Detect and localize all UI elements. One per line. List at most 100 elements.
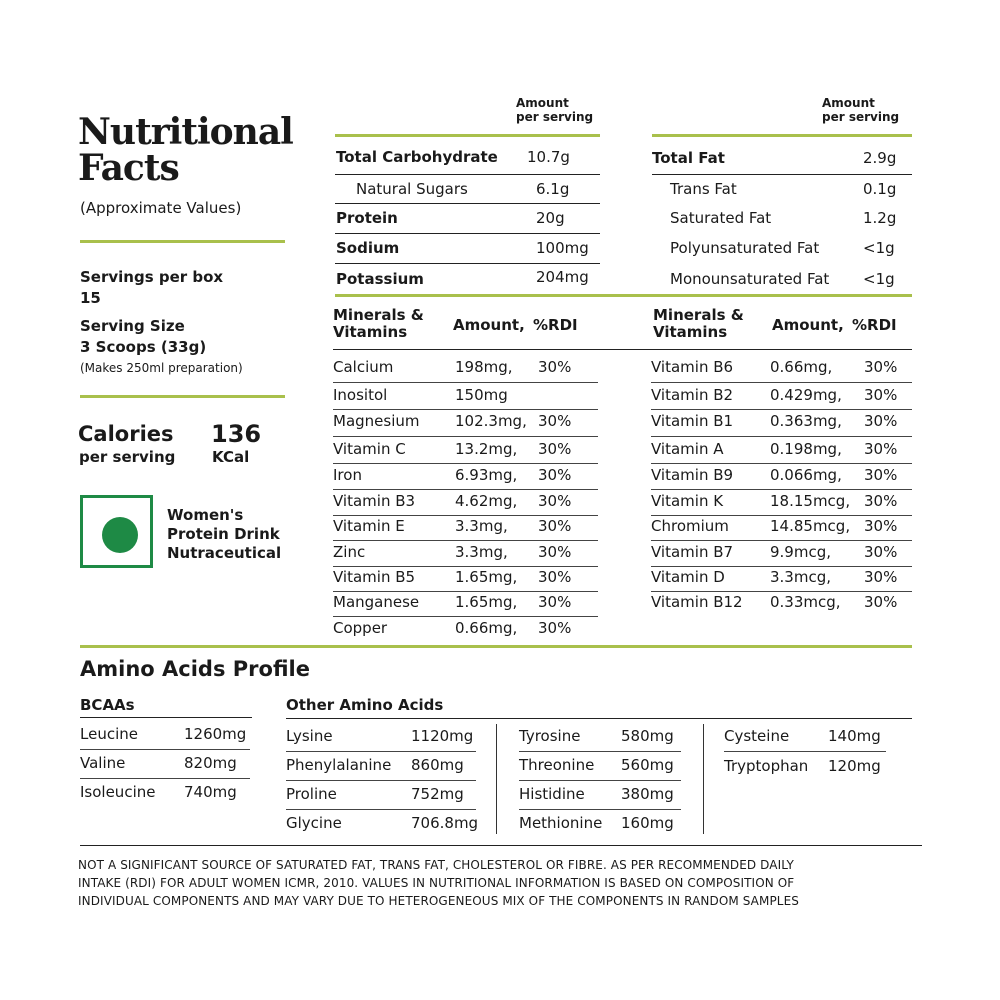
row-divider <box>333 616 598 617</box>
amount-header: Amount, <box>772 316 844 334</box>
mineral-name: Vitamin D <box>651 568 725 586</box>
mineral-amount: 0.198mg, <box>770 440 842 458</box>
divider <box>335 134 600 137</box>
disclaimer-line: NOT A SIGNIFICANT SOURCE OF SATURATED FA… <box>78 858 794 872</box>
mineral-name: Vitamin E <box>333 517 405 535</box>
calories-label: Calories <box>78 422 174 446</box>
rdi-header: %RDI <box>852 316 897 334</box>
mineral-name: Inositol <box>333 386 388 404</box>
nutrient-name: Trans Fat <box>670 180 737 198</box>
amino-name: Cysteine <box>724 727 790 745</box>
row-divider <box>333 591 598 592</box>
mineral-name: Calcium <box>333 358 394 376</box>
row-divider <box>651 515 912 516</box>
amino-name: Tryptophan <box>724 757 809 775</box>
mineral-name: Vitamin C <box>333 440 406 458</box>
row-divider <box>80 778 250 779</box>
mineral-amount: 6.93mg, <box>455 466 518 484</box>
header-line: Vitamins <box>333 323 408 341</box>
amino-value: 560mg <box>621 756 674 774</box>
mineral-amount: 3.3mcg, <box>770 568 832 586</box>
nutrient-value: 0.1g <box>863 180 897 198</box>
mineral-rdi: 30% <box>538 440 572 458</box>
amino-value: 580mg <box>621 727 674 745</box>
row-divider <box>652 174 912 175</box>
mineral-rdi: 30% <box>538 466 572 484</box>
mineral-amount: 1.65mg, <box>455 568 518 586</box>
minerals-header-left: Minerals & Vitamins <box>333 307 424 341</box>
mineral-rdi: 30% <box>538 543 572 561</box>
mineral-rdi: 30% <box>864 568 898 586</box>
mineral-rdi: 30% <box>538 492 572 510</box>
nutrient-name: Saturated Fat <box>670 209 772 227</box>
carbs-amount-header: Amount per serving <box>516 96 593 124</box>
subtitle: (Approximate Values) <box>80 199 242 217</box>
mineral-amount: 1.65mg, <box>455 593 518 611</box>
other-amino-title: Other Amino Acids <box>286 696 444 714</box>
row-divider <box>651 436 912 437</box>
mineral-name: Vitamin B1 <box>651 412 734 430</box>
mineral-amount: 18.15mcg, <box>770 492 851 510</box>
mineral-amount: 14.85mcg, <box>770 517 851 535</box>
row-divider <box>286 780 476 781</box>
nutrient-value: 10.7g <box>527 148 570 166</box>
mineral-amount: 4.62mg, <box>455 492 518 510</box>
mineral-rdi: 30% <box>864 517 898 535</box>
amino-name: Histidine <box>519 785 585 803</box>
divider <box>80 240 285 243</box>
mineral-amount: 13.2mg, <box>455 440 518 458</box>
amino-name: Proline <box>286 785 337 803</box>
amino-value: 380mg <box>621 785 674 803</box>
title-line-1: Nutritional <box>78 111 294 153</box>
mineral-rdi: 30% <box>538 593 572 611</box>
disclaimer: NOT A SIGNIFICANT SOURCE OF SATURATED FA… <box>78 856 878 910</box>
serving-size-note: (Makes 250ml preparation) <box>80 361 243 375</box>
mineral-rdi: 30% <box>864 593 898 611</box>
rdi-header: %RDI <box>533 316 578 334</box>
servings-value: 15 <box>80 289 101 307</box>
row-divider <box>335 174 600 175</box>
nutrient-name: Total Fat <box>652 149 725 167</box>
calories-sub: per serving <box>79 448 176 466</box>
veg-mark-icon <box>80 495 153 568</box>
mineral-name: Manganese <box>333 593 420 611</box>
mineral-rdi: 30% <box>864 543 898 561</box>
row-divider <box>651 463 912 464</box>
row-divider <box>335 263 600 264</box>
row-divider <box>335 203 600 204</box>
nutrient-name: Polyunsaturated Fat <box>670 239 820 257</box>
mineral-rdi: 30% <box>864 440 898 458</box>
nutrient-value: 2.9g <box>863 149 897 167</box>
amino-name: Lysine <box>286 727 333 745</box>
mineral-rdi: 30% <box>864 466 898 484</box>
mineral-amount: 0.429mg, <box>770 386 842 404</box>
mineral-rdi: 30% <box>864 358 898 376</box>
minerals-header-right: Minerals & Vitamins <box>653 307 744 341</box>
serving-size-label: Serving Size <box>80 317 185 335</box>
category-line: Women's <box>167 506 244 524</box>
nutrient-name: Total Carbohydrate <box>336 148 498 166</box>
disclaimer-line: INDIVIDUAL COMPONENTS AND MAY VARY DUE T… <box>78 894 799 908</box>
column-divider <box>496 724 497 834</box>
divider <box>80 395 285 398</box>
amino-value: 752mg <box>411 785 464 803</box>
nutrient-name: Natural Sugars <box>356 180 468 198</box>
mineral-name: Chromium <box>651 517 729 535</box>
row-divider <box>519 780 681 781</box>
divider <box>652 134 912 137</box>
nutrient-value: 20g <box>536 209 565 227</box>
mineral-amount: 3.3mg, <box>455 517 508 535</box>
header-line: Minerals & <box>333 306 424 324</box>
row-divider <box>519 809 681 810</box>
row-divider <box>333 489 598 490</box>
row-divider <box>651 540 912 541</box>
mineral-rdi: 30% <box>538 358 572 376</box>
row-divider <box>333 515 598 516</box>
amino-name: Tyrosine <box>519 727 581 745</box>
mineral-amount: 0.33mcg, <box>770 593 841 611</box>
mineral-name: Vitamin B12 <box>651 593 743 611</box>
row-divider <box>286 751 476 752</box>
column-divider <box>703 724 704 834</box>
row-divider <box>651 591 912 592</box>
nutrient-name: Potassium <box>336 270 424 288</box>
